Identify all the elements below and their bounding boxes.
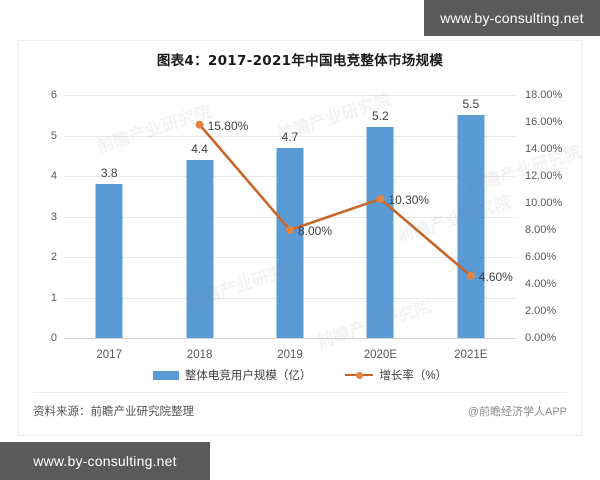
plot-inner: 0 1 2 3 4 5 6 0.00% 2.00% 4.00% 6.00% 8.00% 10.00% 12… [51,89,584,361]
y-axis-right-tick-9: 18.00% [525,89,563,101]
x-axis-tick-2018: 2018 [186,349,213,361]
bar-value-label-2020E: 5.2 [372,109,389,124]
y-axis-left-tick-1: 1 [50,291,57,304]
y-axis-left-tick-4: 4 [50,170,57,182]
legend-item-bars[interactable]: 整体电竞用户规模（亿） [152,367,312,383]
bar-2020E[interactable] [366,127,394,338]
y-axis-right-tick-0: 0.00% [525,332,557,344]
line-value-label-2021E: 4.60% [478,269,513,284]
y-axis-right-tick-3: 6.00% [525,251,557,263]
legend-label-line: 增长率（%） [379,370,448,382]
line-value-label-2020E: 10.30% [388,192,430,207]
legend-item-line[interactable]: 增长率（%） [345,367,447,383]
bar-value-label-2017: 3.8 [100,166,118,181]
y-axis-right-tick-1: 2.00% [525,305,557,317]
watermark-banner-top: www.by-consulting.net [424,0,600,36]
y-axis-left-tick-0: 0 [50,332,57,344]
line-path [198,123,472,277]
gridline-0 [64,338,516,339]
watermark-banner-bottom: www.by-consulting.net [0,442,210,480]
footer-divider [33,392,567,393]
y-axis-left-tick-6: 6 [50,89,57,101]
gridline-6 [64,95,516,96]
chart-legend: 整体电竞用户规模（亿） 增长率（%） [19,367,581,383]
y-axis-right-tick-7: 14.00% [525,143,563,155]
plot-area: 0 1 2 3 4 5 6 0.00% 2.00% 4.00% 6.00% 8.00% 10.00% 12… [19,83,584,378]
line-swatch-icon [345,370,374,380]
y-axis-left-tick-3: 3 [50,210,57,223]
bar-2021E[interactable] [457,115,485,338]
y-axis-right-tick-5: 10.00% [525,197,563,209]
line-value-label-2019: 8.00% [298,224,333,238]
y-axis-right-tick-4: 8.00% [525,224,557,236]
line-marker-2018[interactable] [195,120,204,129]
legend-label-bars: 整体电竞用户规模（亿） [184,370,312,382]
bar-2017[interactable] [95,184,123,338]
bar-swatch-icon [152,370,179,380]
line-value-label-2018: 15.80% [207,118,249,133]
bar-2019[interactable] [276,147,304,338]
x-axis-tick-2021E: 2021E [454,349,488,361]
y-axis-left-tick-5: 5 [50,129,57,142]
source-note: 资料来源：前瞻产业研究院整理 [33,406,194,418]
bar-2018[interactable] [186,159,214,338]
x-axis-tick-2020E: 2020E [363,349,398,361]
y-axis-left-tick-2: 2 [50,251,57,263]
bar-value-label-2021E: 5.5 [462,97,480,112]
chart-card: 图表4：2017-2021年中国电竞整体市场规模 0 1 2 3 4 5 6 0.00% 2.0… [18,40,584,436]
bar-value-label-2019: 4.7 [281,129,299,144]
app-attribution: @前瞻经济学人APP [467,406,567,418]
y-axis-right-tick-6: 12.00% [525,170,563,182]
y-axis-right-tick-2: 4.00% [525,278,557,290]
chart-title: 图表4：2017-2021年中国电竞整体市场规模 [156,53,444,69]
x-axis-tick-2019: 2019 [277,349,303,361]
y-axis-right-tick-8: 16.00% [525,116,563,128]
bar-value-label-2018: 4.4 [191,141,208,156]
x-axis-tick-2017: 2017 [96,349,122,361]
